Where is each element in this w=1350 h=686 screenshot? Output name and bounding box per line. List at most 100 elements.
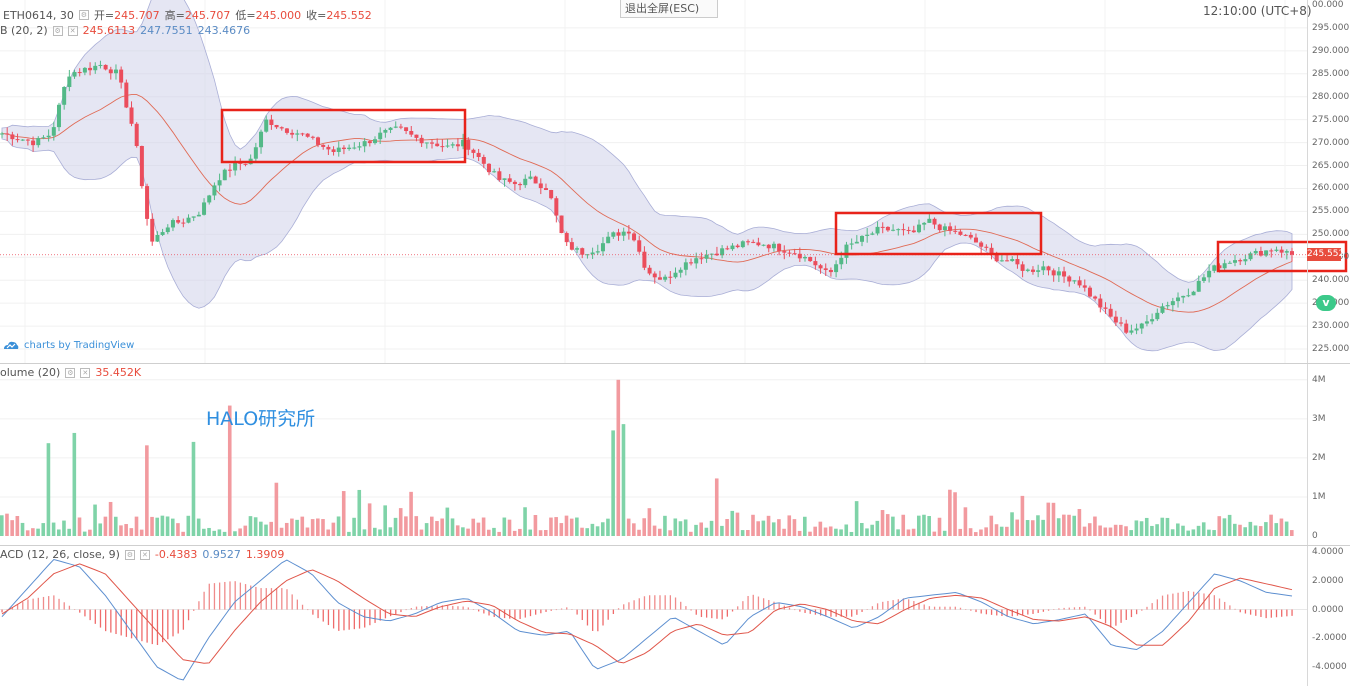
- candle-body: [1082, 285, 1087, 288]
- macd-histogram-bar: [659, 595, 661, 610]
- candle-body: [202, 202, 207, 215]
- volume-settings-icon[interactable]: ⚙: [65, 367, 76, 378]
- macd-histogram-bar: [467, 607, 469, 610]
- macd-histogram-bar: [928, 606, 931, 610]
- price-tick-label: 230.000: [1312, 321, 1350, 332]
- candle-body: [414, 134, 419, 138]
- macd-chart-svg[interactable]: [0, 546, 1307, 686]
- price-tick-label: 285.000: [1312, 68, 1350, 79]
- candle-body: [357, 146, 362, 148]
- volume-bar: [326, 529, 330, 536]
- macd-histogram-bar: [125, 609, 128, 637]
- bollinger-band: [1, 0, 1293, 352]
- volume-chart-svg[interactable]: [0, 364, 1307, 545]
- volume-bar: [481, 517, 486, 536]
- candle-body: [36, 138, 41, 146]
- macd-histogram-bar: [845, 609, 848, 617]
- candle-body: [419, 137, 424, 144]
- macd-histogram-bar: [1286, 609, 1288, 617]
- macd-histogram-bar: [560, 608, 563, 610]
- candle-body: [896, 229, 901, 231]
- volume-bar: [927, 516, 931, 536]
- pane-divider-2[interactable]: [0, 545, 1350, 546]
- volume-bar: [1238, 524, 1242, 536]
- volume-close-icon[interactable]: ✕: [80, 367, 91, 378]
- pane-divider[interactable]: [0, 363, 1350, 364]
- candle-body: [1129, 330, 1134, 333]
- macd-histogram-bar: [1068, 607, 1070, 610]
- volume-bar: [922, 514, 926, 536]
- bb-close-icon[interactable]: ✕: [67, 25, 78, 36]
- macd-histogram-bar: [281, 588, 283, 610]
- volume-label: olume (20): [0, 366, 61, 379]
- macd-histogram-bar: [726, 609, 729, 617]
- highlight-box: [220, 108, 467, 164]
- macd-close-icon[interactable]: ✕: [139, 549, 150, 560]
- candle-body: [269, 119, 274, 125]
- bollinger-basis-line: [1, 94, 1293, 313]
- volume-bar: [1222, 518, 1227, 536]
- candle-body: [953, 230, 958, 232]
- macd-histogram-bar: [612, 609, 615, 615]
- volume-bar: [1253, 525, 1258, 536]
- volume-axis[interactable]: 4M 3M 2M 1M 0: [1307, 364, 1350, 545]
- macd-histogram-bar: [529, 609, 532, 617]
- macd-axis[interactable]: 4.0000 2.0000 0.0000 -2.0000 -4.0000: [1307, 546, 1350, 686]
- macd-histogram-bar: [193, 609, 195, 611]
- candle-body: [725, 248, 730, 250]
- macd-settings-icon[interactable]: ⚙: [124, 549, 135, 560]
- candle-body: [1258, 250, 1263, 256]
- volume-bar: [321, 519, 325, 536]
- macd-histogram-bar: [851, 609, 853, 617]
- volume-bar: [227, 405, 232, 536]
- candle-body: [1170, 301, 1175, 306]
- volume-bar: [984, 527, 988, 536]
- price-tick-label: 260.000: [1312, 183, 1350, 194]
- volume-bar: [616, 379, 621, 536]
- bb-lower-value: 243.4676: [197, 24, 251, 37]
- candle-body: [1036, 270, 1041, 272]
- macd-histogram-bar: [1187, 591, 1190, 610]
- tradingview-logo[interactable]: charts by TradingView: [2, 339, 134, 351]
- macd-histogram-bar: [628, 602, 630, 610]
- volume-bar: [176, 523, 180, 536]
- settings-icon[interactable]: ⚙: [78, 10, 89, 20]
- macd-histogram-bar: [187, 609, 190, 621]
- price-panel[interactable]: [0, 0, 1348, 363]
- macd-histogram-bar: [1141, 609, 1143, 611]
- price-chart-svg[interactable]: [0, 0, 1348, 363]
- macd-histogram-bar: [389, 609, 392, 617]
- macd-histogram-bar: [410, 608, 412, 610]
- candle-body: [652, 273, 657, 278]
- signal-line: [1, 563, 1293, 664]
- volume-bar: [497, 531, 501, 536]
- candle-body: [404, 127, 409, 132]
- macd-histogram-bar: [535, 609, 537, 615]
- macd-histogram-bar: [141, 609, 143, 642]
- volume-bar: [937, 517, 942, 536]
- volume-bar: [424, 523, 429, 536]
- volume-bar: [828, 526, 833, 536]
- price-tick-label: 270.000: [1312, 137, 1350, 148]
- macd-histogram-bar: [27, 599, 29, 610]
- candle-body: [1108, 308, 1113, 317]
- bb-settings-icon[interactable]: ⚙: [52, 25, 63, 36]
- clock: 12:10:00 (UTC+8): [1203, 4, 1312, 18]
- volume-bar: [979, 529, 983, 536]
- candle-body: [1196, 280, 1201, 292]
- macd-histogram-bar: [509, 609, 511, 619]
- candle-body: [72, 72, 77, 77]
- candle-body: [502, 178, 507, 180]
- candle-body: [730, 245, 735, 250]
- candle-body: [310, 136, 315, 138]
- macd-histogram-bar: [933, 606, 936, 610]
- candle-body: [279, 127, 284, 129]
- macd-panel[interactable]: [0, 546, 1307, 686]
- candle-body: [523, 178, 528, 186]
- exit-fullscreen-button[interactable]: 退出全屏(ESC): [620, 0, 718, 18]
- volume-panel[interactable]: [0, 364, 1307, 545]
- candle-body: [657, 277, 662, 280]
- candle-body: [155, 234, 160, 242]
- volume-bar: [1186, 530, 1190, 536]
- volume-bar: [973, 532, 978, 536]
